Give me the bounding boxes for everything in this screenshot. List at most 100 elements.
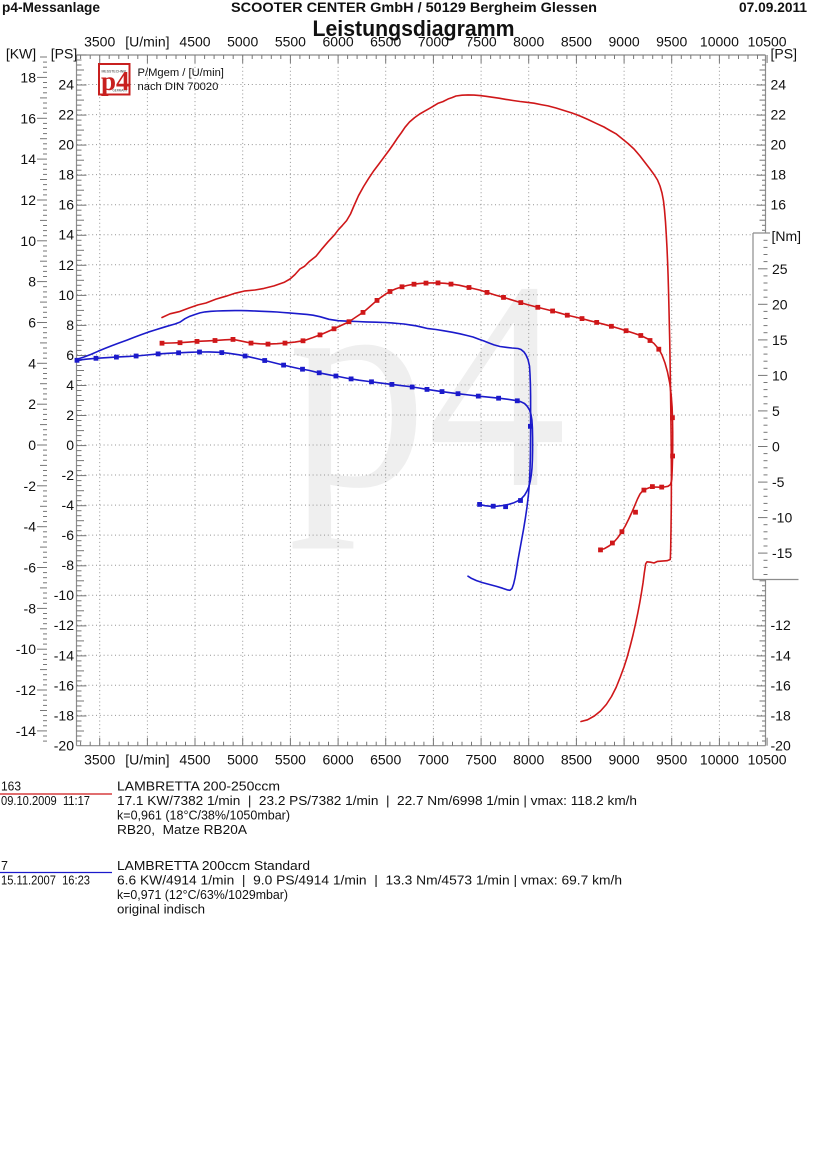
- svg-text:17.1 KW/7382 1/min | 23.2 PS: 17.1 KW/7382 1/min | 23.2 PS/7382 1/min …: [117, 794, 637, 808]
- svg-text:7000: 7000: [418, 33, 449, 49]
- svg-text:7500: 7500: [466, 751, 497, 767]
- svg-text:Leistungsdiagramm: Leistungsdiagramm: [313, 16, 515, 41]
- svg-text:10: 10: [20, 233, 36, 249]
- svg-text:nach DIN 70020: nach DIN 70020: [138, 81, 219, 93]
- svg-text:-20: -20: [771, 737, 791, 753]
- svg-text:-20: -20: [54, 737, 74, 753]
- svg-text:5000: 5000: [227, 33, 258, 49]
- svg-text:2: 2: [66, 407, 74, 423]
- svg-text:5500: 5500: [275, 751, 306, 767]
- svg-text:18: 18: [771, 167, 787, 183]
- svg-text:12: 12: [58, 257, 74, 273]
- svg-text:SCOOTER CENTER GmbH / 50129 Be: SCOOTER CENTER GmbH / 50129 Bergheim Gle…: [231, 0, 597, 15]
- svg-text:6000: 6000: [323, 751, 354, 767]
- svg-text:MESSTECHNIK: MESSTECHNIK: [102, 69, 128, 73]
- svg-text:12: 12: [20, 192, 36, 208]
- svg-text:6: 6: [28, 315, 36, 331]
- svg-text:10: 10: [772, 367, 788, 383]
- svg-text:10: 10: [58, 287, 74, 303]
- svg-text:6500: 6500: [370, 33, 401, 49]
- svg-text:-14: -14: [54, 647, 74, 663]
- svg-text:24: 24: [771, 77, 787, 93]
- svg-text:7: 7: [1, 859, 8, 873]
- svg-text:09.10.2009 11:17: 09.10.2009 11:17: [1, 794, 90, 808]
- svg-text:-8: -8: [24, 600, 37, 616]
- svg-text:9000: 9000: [609, 751, 640, 767]
- svg-text:6: 6: [66, 347, 74, 363]
- svg-text:25: 25: [772, 261, 788, 277]
- svg-text:8500: 8500: [561, 751, 592, 767]
- svg-text:[PS]: [PS]: [771, 46, 797, 62]
- svg-text:-5: -5: [772, 474, 785, 490]
- svg-text:LAMBRETTA 200-250ccm: LAMBRETTA 200-250ccm: [117, 780, 280, 794]
- svg-text:GERMANY: GERMANY: [113, 88, 129, 92]
- svg-text:4500: 4500: [179, 751, 210, 767]
- svg-text:p4: p4: [101, 66, 130, 96]
- svg-text:3500: 3500: [84, 33, 115, 49]
- svg-text:7000: 7000: [418, 751, 449, 767]
- svg-text:0: 0: [28, 437, 36, 453]
- svg-text:RB20, Matze RB20A: RB20, Matze RB20A: [117, 823, 248, 837]
- svg-text:9500: 9500: [656, 751, 687, 767]
- svg-text:10000: 10000: [700, 751, 739, 767]
- svg-text:LAMBRETTA 200ccm Standard: LAMBRETTA 200ccm Standard: [117, 859, 310, 873]
- svg-text:22: 22: [771, 107, 787, 123]
- svg-text:16: 16: [771, 197, 787, 213]
- svg-text:-8: -8: [62, 557, 75, 573]
- svg-text:5000: 5000: [227, 751, 258, 767]
- svg-text:16: 16: [58, 197, 74, 213]
- svg-text:4: 4: [28, 355, 36, 371]
- svg-text:163: 163: [1, 780, 21, 794]
- svg-text:-18: -18: [54, 707, 74, 723]
- svg-text:4500: 4500: [179, 33, 210, 49]
- svg-text:-2: -2: [62, 467, 75, 483]
- svg-text:3500: 3500: [84, 751, 115, 767]
- svg-text:07.09.2011: 07.09.2011: [739, 0, 807, 15]
- svg-text:9000: 9000: [609, 33, 640, 49]
- svg-text:18: 18: [20, 69, 36, 85]
- svg-text:0: 0: [66, 437, 74, 453]
- svg-text:-15: -15: [772, 545, 792, 561]
- svg-text:15.11.2007 16:23: 15.11.2007 16:23: [1, 874, 90, 888]
- svg-text:k=0,971 (12°C/63%/1029mbar): k=0,971 (12°C/63%/1029mbar): [117, 888, 288, 902]
- svg-text:9500: 9500: [656, 33, 687, 49]
- svg-text:k=0,961 (18°C/38%/1050mbar): k=0,961 (18°C/38%/1050mbar): [117, 809, 290, 823]
- svg-text:P/Mgem / [U/min]: P/Mgem / [U/min]: [138, 67, 224, 79]
- svg-text:10000: 10000: [700, 33, 739, 49]
- svg-text:8: 8: [28, 274, 36, 290]
- svg-text:10500: 10500: [748, 751, 787, 767]
- svg-text:24: 24: [58, 77, 74, 93]
- svg-text:-14: -14: [771, 647, 791, 663]
- svg-text:-2: -2: [24, 478, 37, 494]
- svg-text:6000: 6000: [323, 33, 354, 49]
- svg-text:-14: -14: [16, 723, 36, 739]
- svg-text:16: 16: [20, 110, 36, 126]
- svg-text:22: 22: [58, 107, 74, 123]
- svg-text:15: 15: [772, 332, 788, 348]
- svg-text:[U/min]: [U/min]: [125, 33, 169, 49]
- svg-text:10500: 10500: [748, 33, 787, 49]
- svg-text:-10: -10: [16, 641, 36, 657]
- svg-text:[KW]: [KW]: [6, 46, 36, 62]
- svg-text:20: 20: [772, 296, 788, 312]
- svg-text:8000: 8000: [513, 751, 544, 767]
- svg-text:0: 0: [772, 439, 780, 455]
- svg-text:8: 8: [66, 317, 74, 333]
- svg-text:2: 2: [28, 396, 36, 412]
- svg-text:-4: -4: [24, 519, 37, 535]
- svg-text:p4-Messanlage: p4-Messanlage: [2, 0, 100, 15]
- svg-text:5500: 5500: [275, 33, 306, 49]
- svg-text:20: 20: [771, 137, 787, 153]
- svg-text:-16: -16: [54, 677, 74, 693]
- svg-text:original indisch: original indisch: [117, 903, 205, 917]
- svg-text:-10: -10: [772, 510, 792, 526]
- svg-text:8000: 8000: [513, 33, 544, 49]
- svg-text:[Nm]: [Nm]: [772, 228, 802, 244]
- svg-text:5: 5: [772, 403, 780, 419]
- svg-text:-18: -18: [771, 707, 791, 723]
- svg-text:6500: 6500: [370, 751, 401, 767]
- svg-text:-6: -6: [62, 527, 75, 543]
- svg-text:8500: 8500: [561, 33, 592, 49]
- svg-text:-12: -12: [54, 617, 74, 633]
- svg-text:7500: 7500: [466, 33, 497, 49]
